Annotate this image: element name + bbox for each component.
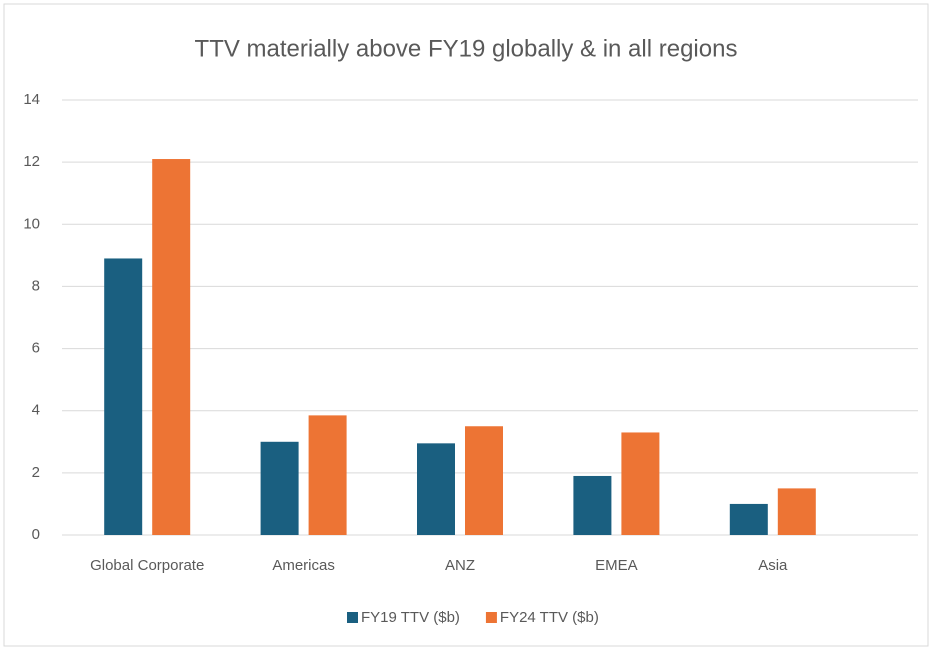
- legend-label: FY24 TTV ($b): [500, 609, 599, 626]
- chart-title: TTV materially above FY19 globally & in …: [195, 35, 738, 62]
- y-tick-label: 6: [32, 340, 40, 357]
- y-tick-label: 10: [23, 215, 40, 232]
- bar: [465, 426, 503, 535]
- x-tick-label: ANZ: [445, 557, 475, 574]
- bar: [260, 441, 299, 535]
- bar: [729, 503, 768, 535]
- x-tick-label: EMEA: [595, 557, 638, 574]
- x-tick-label: Asia: [758, 557, 788, 574]
- bar: [417, 443, 455, 535]
- legend-swatch: [485, 612, 497, 623]
- legend-swatch: [347, 612, 358, 623]
- bar: [152, 159, 191, 536]
- bar: [573, 475, 612, 535]
- bar: [104, 258, 143, 535]
- y-tick-label: 0: [32, 526, 40, 543]
- y-tick-label: 8: [32, 277, 40, 294]
- bar: [308, 415, 347, 535]
- y-tick-label: 14: [23, 91, 40, 108]
- y-tick-label: 4: [32, 402, 40, 419]
- x-tick-label: Global Corporate: [90, 557, 204, 574]
- x-tick-label: Americas: [272, 557, 335, 574]
- y-tick-label: 2: [32, 464, 40, 481]
- legend-label: FY19 TTV ($b): [361, 609, 460, 626]
- y-tick-label: 12: [23, 153, 40, 170]
- bar: [621, 432, 660, 535]
- bar: [777, 488, 816, 535]
